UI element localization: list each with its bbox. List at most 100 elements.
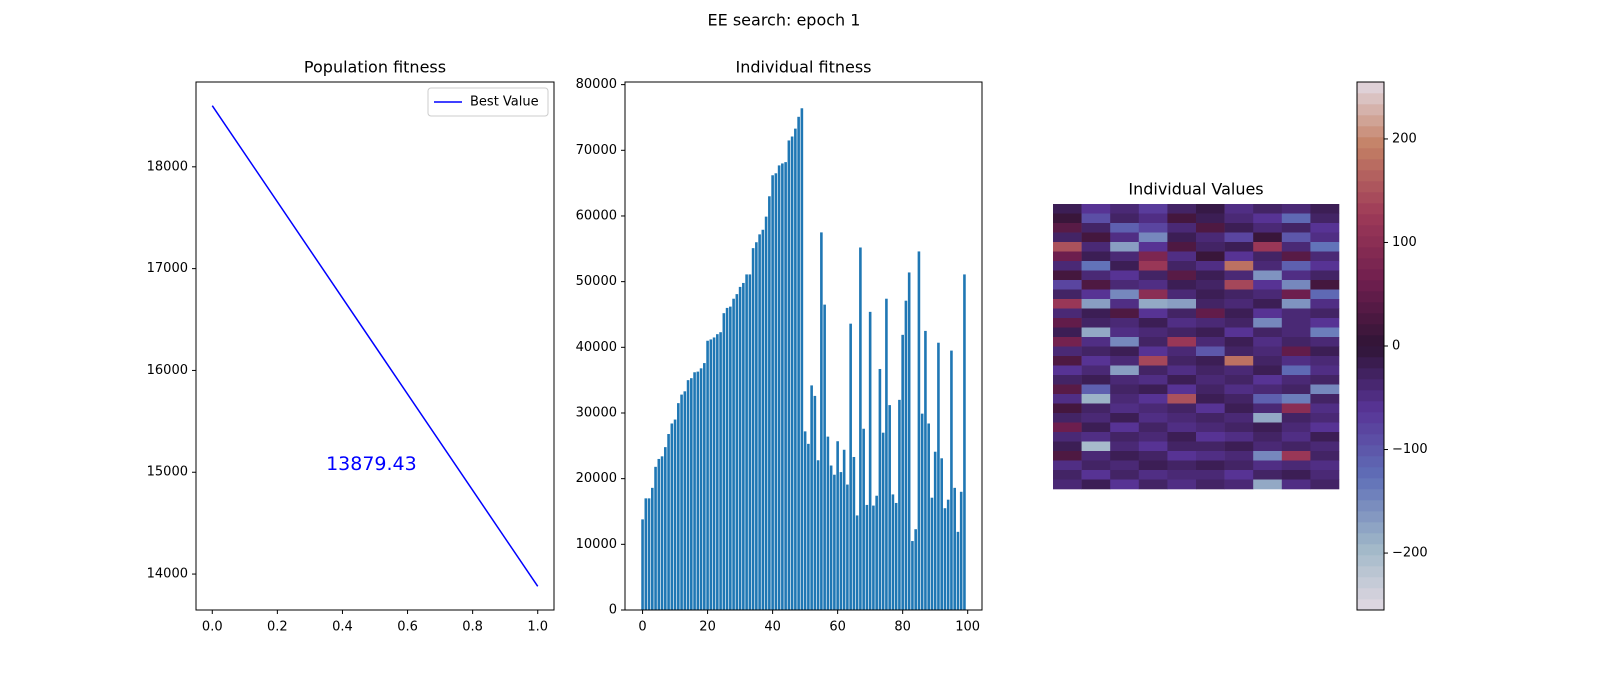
bar [732, 298, 735, 610]
heatmap-cell [1310, 261, 1340, 271]
heatmap-cell [1110, 460, 1140, 471]
bar [706, 340, 709, 610]
heatmap-cell [1167, 470, 1197, 480]
heatmap-cell [1167, 346, 1197, 357]
heatmap-cell [1081, 441, 1111, 452]
heatmap-cell [1253, 394, 1283, 404]
colorbar-band [1357, 500, 1384, 512]
bar [641, 519, 644, 610]
bar [800, 108, 804, 611]
heatmap-cell [1053, 261, 1082, 271]
heatmap-cell [1138, 394, 1168, 404]
heatmap-cell [1196, 432, 1225, 442]
bar [859, 247, 862, 610]
bar [719, 332, 722, 610]
colorbar-band [1357, 203, 1384, 215]
heatmap-cell [1281, 413, 1311, 423]
bar [722, 313, 726, 610]
colorbar-band [1357, 214, 1384, 226]
heatmap-cell [1196, 356, 1225, 366]
heatmap-cell [1196, 270, 1225, 281]
heatmap-cell [1081, 460, 1111, 471]
heatmap-cell [1110, 451, 1140, 461]
bar [891, 494, 895, 610]
annotation: 13879.43 [326, 453, 417, 475]
heatmap-cell [1253, 346, 1283, 357]
bar [953, 487, 956, 610]
heatmap-cell [1053, 432, 1082, 442]
x-tick-label: 20 [699, 620, 716, 635]
bar [735, 294, 739, 610]
colorbar-band [1357, 533, 1384, 545]
heatmap-cell [1281, 204, 1311, 214]
heatmap-cell [1196, 327, 1225, 338]
heatmap-cell [1196, 204, 1225, 214]
heatmap-cell [1281, 251, 1311, 262]
chart-title: Population fitness [304, 58, 446, 77]
heatmap-cell [1224, 280, 1254, 290]
bar [696, 371, 700, 610]
heatmap-cell [1310, 384, 1340, 395]
heatmap-cell [1196, 394, 1225, 404]
heatmap-cell [1110, 223, 1140, 233]
x-tick-label: 1.0 [527, 620, 548, 635]
colorbar-band [1357, 368, 1384, 380]
heatmap-cell [1224, 356, 1254, 366]
heatmap-cell [1110, 413, 1140, 423]
bar [917, 251, 921, 610]
heatmap-cell [1310, 232, 1340, 243]
colorbar-band [1357, 192, 1384, 204]
heatmap-cell [1253, 451, 1283, 461]
bar [797, 116, 800, 610]
heatmap-cell [1110, 327, 1140, 338]
colorbar-band [1357, 280, 1384, 292]
bar [716, 334, 719, 610]
heatmap-cell [1167, 204, 1197, 214]
heatmap-cell [1281, 299, 1311, 309]
heatmap-cell [1167, 318, 1197, 328]
colorbar-band [1357, 445, 1384, 457]
bar [872, 505, 875, 610]
heatmap-cell [1167, 337, 1197, 347]
colorbar-band [1357, 511, 1384, 523]
bar [920, 413, 924, 610]
colorbar-band [1357, 291, 1384, 303]
bar [829, 465, 833, 610]
bar [745, 274, 748, 610]
y-tick-label: 50000 [576, 274, 617, 289]
colorbar-tick-label: 200 [1392, 131, 1417, 146]
heatmap-cell [1281, 270, 1311, 281]
heatmap-cell [1167, 394, 1197, 404]
heatmap-cell [1138, 251, 1168, 262]
heatmap-cell [1110, 213, 1140, 224]
heatmap-cell [1310, 479, 1340, 490]
heatmap-cell [1196, 346, 1225, 357]
bar [768, 196, 771, 610]
bar [816, 460, 820, 610]
legend-label: Best Value [470, 95, 539, 110]
heatmap-cell [1167, 384, 1197, 395]
bar [813, 395, 817, 610]
bar [657, 458, 661, 610]
heatmap-cell [1053, 213, 1082, 224]
line-series [211, 105, 539, 587]
colorbar-band [1357, 335, 1384, 347]
heatmap-cell [1053, 356, 1082, 366]
heatmap-cell [1310, 346, 1340, 357]
heatmap-cell [1281, 308, 1311, 319]
heatmap-cell [1081, 413, 1111, 423]
y-tick-label: 18000 [147, 159, 188, 174]
colorbar-band [1357, 82, 1384, 94]
heatmap-cell [1310, 356, 1340, 366]
heatmap-cell [1224, 337, 1254, 347]
heatmap-cell [1167, 460, 1197, 471]
heatmap-cell [1253, 270, 1283, 281]
bar [894, 502, 898, 610]
heatmap-cell [1110, 308, 1140, 319]
bar [868, 311, 872, 610]
heatmap-cell [1224, 470, 1254, 480]
heatmap-cell [1310, 299, 1340, 309]
bar [855, 515, 859, 610]
heatmap-cell [1167, 261, 1197, 271]
